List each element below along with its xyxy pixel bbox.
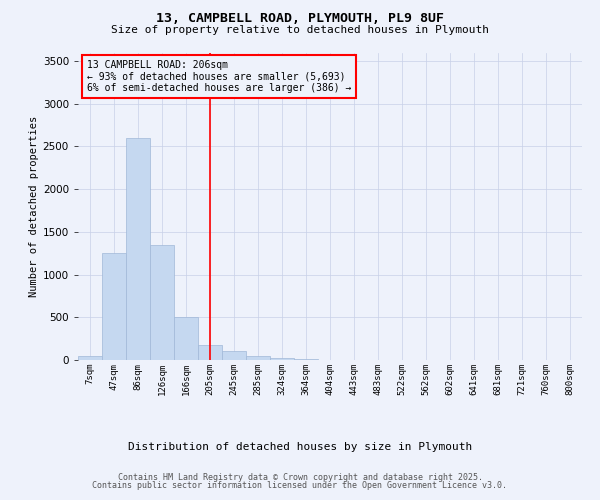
Text: Size of property relative to detached houses in Plymouth: Size of property relative to detached ho… [111,25,489,35]
Bar [175,318,197,360]
Bar [271,358,293,360]
Text: Distribution of detached houses by size in Plymouth: Distribution of detached houses by size … [128,442,472,452]
Bar [151,244,173,360]
Bar [223,352,245,360]
Bar [127,138,149,360]
Text: 13, CAMPBELL ROAD, PLYMOUTH, PL9 8UF: 13, CAMPBELL ROAD, PLYMOUTH, PL9 8UF [156,12,444,26]
Text: 13 CAMPBELL ROAD: 206sqm
← 93% of detached houses are smaller (5,693)
6% of semi: 13 CAMPBELL ROAD: 206sqm ← 93% of detach… [87,60,352,94]
Text: Contains HM Land Registry data © Crown copyright and database right 2025.: Contains HM Land Registry data © Crown c… [118,472,482,482]
Text: Contains public sector information licensed under the Open Government Licence v3: Contains public sector information licen… [92,481,508,490]
Bar [199,344,221,360]
Bar [247,356,269,360]
Bar [79,356,101,360]
Y-axis label: Number of detached properties: Number of detached properties [29,116,38,297]
Bar [103,253,125,360]
Bar [295,359,317,360]
